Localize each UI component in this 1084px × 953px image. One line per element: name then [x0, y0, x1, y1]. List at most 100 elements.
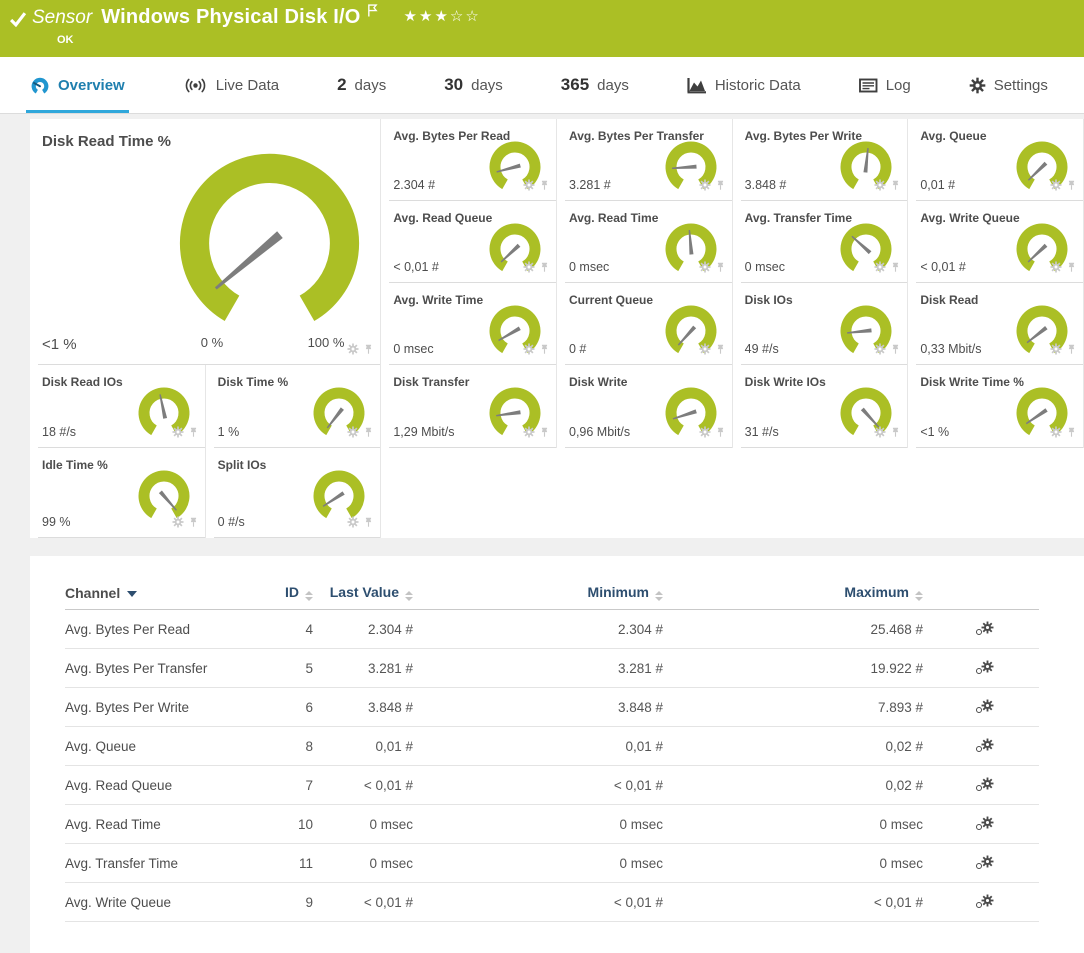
gauge-card: Avg. Queue 0,01 #: [908, 119, 1084, 201]
tab-2-days[interactable]: 2 days: [335, 57, 388, 113]
pin-icon[interactable]: [363, 425, 374, 443]
channel-settings-gear-icon[interactable]: [975, 894, 994, 908]
priority-stars[interactable]: ★★★☆☆: [403, 8, 481, 25]
gauge-title: Disk Write Time %: [920, 375, 1024, 389]
gauge-settings-gear-icon[interactable]: [1050, 178, 1062, 196]
gauge-settings-gear-icon[interactable]: [523, 260, 535, 278]
gauge-title: Disk Write: [569, 375, 628, 389]
channel-settings-gear-icon[interactable]: [975, 855, 994, 869]
tab-settings[interactable]: Settings: [967, 57, 1050, 113]
pin-icon[interactable]: [1066, 178, 1077, 196]
channel-id: 6: [305, 699, 313, 715]
pin-icon[interactable]: [1066, 342, 1077, 360]
gauge-settings-gear-icon[interactable]: [347, 515, 359, 533]
pin-icon[interactable]: [188, 425, 199, 443]
pin-icon[interactable]: [715, 260, 726, 278]
gauge-value: 0,01 #: [920, 178, 956, 192]
pin-icon[interactable]: [890, 342, 901, 360]
gauge-settings-gear-icon[interactable]: [699, 260, 711, 278]
gauge-card: Disk Write Time % <1 %: [908, 365, 1084, 448]
tab-live-data[interactable]: Live Data: [181, 57, 281, 113]
gauge-title: Split IOs: [217, 458, 267, 472]
gauge-settings-gear-icon[interactable]: [874, 342, 886, 360]
pin-icon[interactable]: [890, 260, 901, 278]
gauge-dial: [313, 470, 365, 519]
gauge-value: 3.848 #: [744, 178, 787, 192]
tab-label: days: [597, 76, 629, 94]
gauge-settings-gear-icon[interactable]: [523, 342, 535, 360]
channel-row: Avg. Bytes Per Write 6 3.848 # 3.848 # 7.893…: [65, 688, 1039, 727]
gauge-settings-gear-icon[interactable]: [1050, 425, 1062, 443]
tab-number: 2: [337, 75, 347, 94]
minimum-value: 0 msec: [619, 816, 663, 832]
gauge-settings-gear-icon[interactable]: [874, 178, 886, 196]
minimum-value: < 0,01 #: [613, 777, 663, 793]
column-header-id[interactable]: ID: [265, 584, 325, 601]
pin-icon[interactable]: [890, 425, 901, 443]
gauge-settings-gear-icon[interactable]: [699, 425, 711, 443]
column-header-label: Maximum: [844, 584, 909, 600]
pin-icon[interactable]: [363, 515, 374, 533]
last-value: 3.848 #: [367, 699, 413, 715]
minimum-value: 0 msec: [619, 855, 663, 871]
gauge-settings-gear-icon[interactable]: [523, 178, 535, 196]
gauge-dial: [138, 470, 190, 519]
channel-name: Avg. Bytes Per Write: [65, 699, 190, 715]
pin-icon[interactable]: [363, 342, 374, 360]
channel-settings-gear-icon[interactable]: [975, 699, 994, 713]
gauge-settings-gear-icon[interactable]: [172, 425, 184, 443]
gauge-title: Avg. Bytes Per Transfer: [569, 129, 704, 143]
tab-label: Settings: [993, 76, 1048, 94]
featured-gauge-card: Disk Read Time % 0 % 100 % <1 %: [30, 119, 382, 365]
gauge-title: Avg. Bytes Per Read: [393, 129, 511, 143]
gauge-settings-gear-icon[interactable]: [347, 342, 359, 360]
pin-icon[interactable]: [715, 342, 726, 360]
gauge-settings-gear-icon[interactable]: [874, 425, 886, 443]
gauge-settings-gear-icon[interactable]: [1050, 260, 1062, 278]
tab-label: Overview: [58, 76, 125, 94]
column-header-channel[interactable]: Channel: [65, 585, 265, 601]
gauge-dial: [489, 387, 541, 436]
tab-365-days[interactable]: 365 days: [559, 57, 631, 113]
gauge-scale-max: 100 %: [307, 335, 345, 350]
gauge-settings-gear-icon[interactable]: [523, 425, 535, 443]
gauge-settings-gear-icon[interactable]: [347, 425, 359, 443]
gauge-settings-gear-icon[interactable]: [1050, 342, 1062, 360]
gauge-title: Idle Time %: [42, 458, 108, 472]
tab-label: days: [471, 76, 503, 94]
tab-overview[interactable]: Overview: [26, 57, 129, 113]
gauge-settings-gear-icon[interactable]: [699, 342, 711, 360]
flag-icon[interactable]: [367, 4, 378, 22]
channel-settings-gear-icon[interactable]: [975, 660, 994, 674]
gauge-value: 99 %: [42, 515, 71, 529]
gauge-settings-gear-icon[interactable]: [699, 178, 711, 196]
pin-icon[interactable]: [715, 178, 726, 196]
pin-icon[interactable]: [1066, 425, 1077, 443]
pin-icon[interactable]: [539, 425, 550, 443]
sort-icon: [305, 591, 313, 601]
gauge-settings-gear-icon[interactable]: [172, 515, 184, 533]
pin-icon[interactable]: [539, 178, 550, 196]
area-chart-icon: [687, 77, 707, 94]
pin-icon[interactable]: [188, 515, 199, 533]
tab-historic-data[interactable]: Historic Data: [685, 57, 803, 113]
channel-settings-gear-icon[interactable]: [975, 777, 994, 791]
pin-icon[interactable]: [890, 178, 901, 196]
channel-settings-gear-icon[interactable]: [975, 621, 994, 635]
column-header-minimum[interactable]: Minimum: [425, 584, 675, 601]
tab-30-days[interactable]: 30 days: [442, 57, 505, 113]
pin-icon[interactable]: [539, 342, 550, 360]
gauge-title: Avg. Transfer Time: [744, 211, 853, 225]
column-header-label: Last Value: [329, 584, 399, 600]
pin-icon[interactable]: [715, 425, 726, 443]
column-header-maximum[interactable]: Maximum: [675, 584, 935, 601]
minimum-value: < 0,01 #: [613, 894, 663, 910]
pin-icon[interactable]: [539, 260, 550, 278]
gauge-settings-gear-icon[interactable]: [874, 260, 886, 278]
pin-icon[interactable]: [1066, 260, 1077, 278]
gauge-dial: [489, 305, 541, 354]
channel-settings-gear-icon[interactable]: [975, 816, 994, 830]
column-header-last-value[interactable]: Last Value: [325, 584, 425, 601]
channel-settings-gear-icon[interactable]: [975, 738, 994, 752]
tab-log[interactable]: Log: [857, 57, 913, 113]
